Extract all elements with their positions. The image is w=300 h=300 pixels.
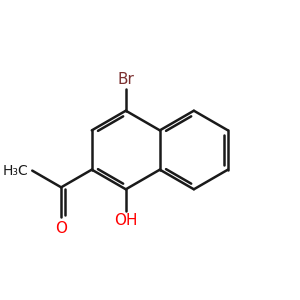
- Text: H₃C: H₃C: [3, 164, 28, 178]
- Text: OH: OH: [114, 213, 138, 228]
- Text: Br: Br: [117, 72, 134, 87]
- Text: O: O: [55, 221, 67, 236]
